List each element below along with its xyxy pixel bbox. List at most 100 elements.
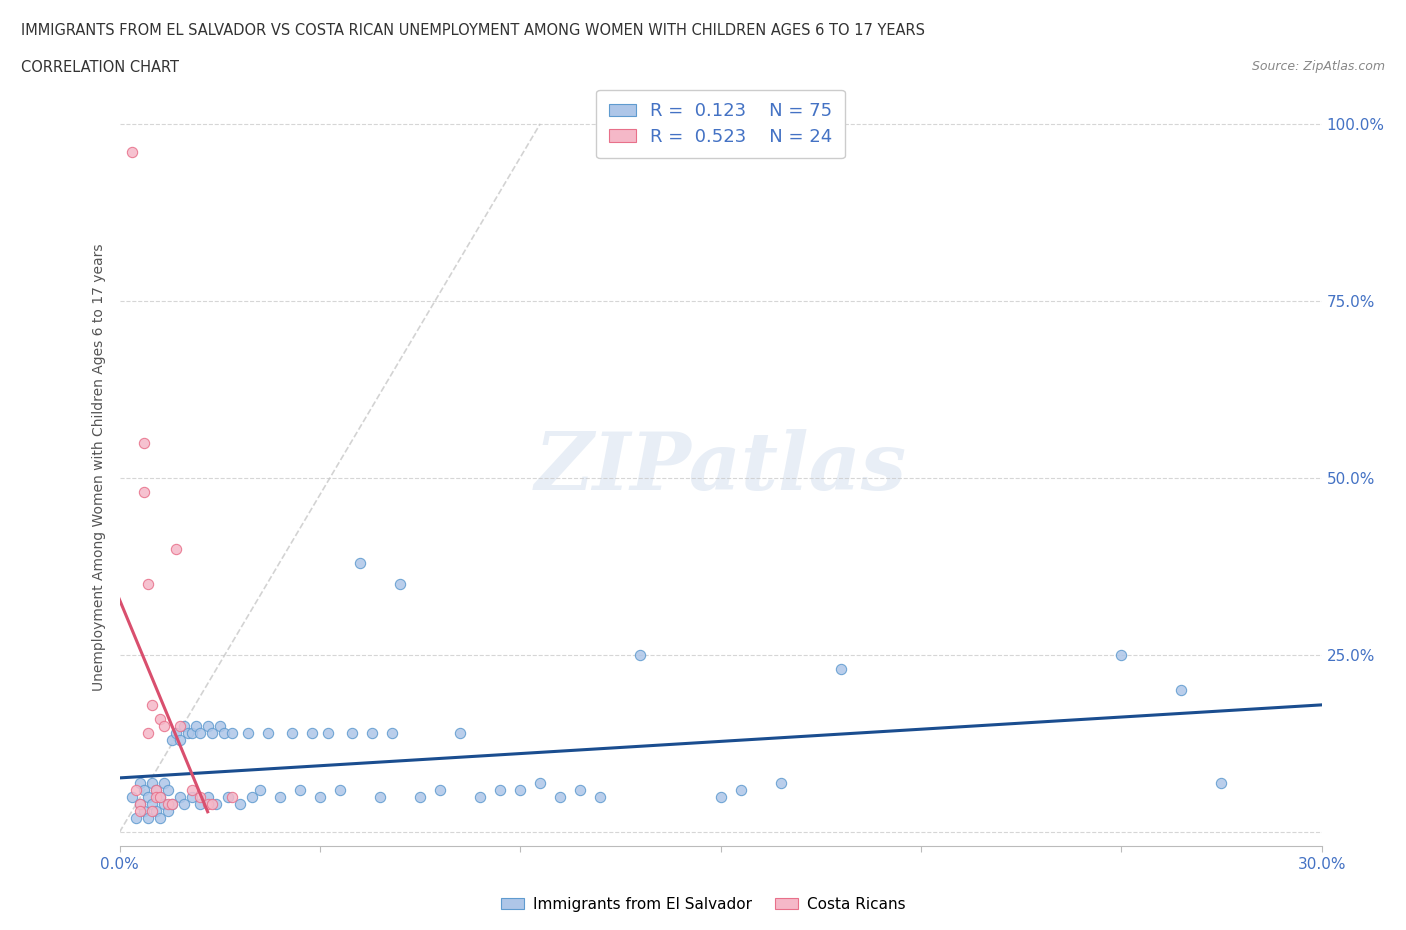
Text: ZIPatlas: ZIPatlas bbox=[534, 429, 907, 506]
Legend: R =  0.123    N = 75, R =  0.523    N = 24: R = 0.123 N = 75, R = 0.523 N = 24 bbox=[596, 90, 845, 158]
Point bbox=[128, 796, 150, 811]
Point bbox=[188, 796, 211, 811]
Point bbox=[149, 811, 172, 826]
Point bbox=[169, 790, 191, 804]
Y-axis label: Unemployment Among Women with Children Ages 6 to 17 years: Unemployment Among Women with Children A… bbox=[93, 244, 107, 691]
Point bbox=[132, 435, 155, 450]
Point bbox=[132, 782, 155, 797]
Point bbox=[184, 719, 207, 734]
Point bbox=[368, 790, 391, 804]
Point bbox=[1211, 775, 1233, 790]
Point bbox=[121, 790, 143, 804]
Point bbox=[149, 790, 172, 804]
Point bbox=[197, 790, 219, 804]
Point bbox=[281, 725, 304, 740]
Point bbox=[201, 725, 224, 740]
Point bbox=[149, 711, 172, 726]
Point bbox=[188, 725, 211, 740]
Point bbox=[180, 725, 202, 740]
Point bbox=[249, 782, 271, 797]
Point bbox=[589, 790, 612, 804]
Point bbox=[165, 541, 187, 556]
Point bbox=[1170, 683, 1192, 698]
Legend: Immigrants from El Salvador, Costa Ricans: Immigrants from El Salvador, Costa Rican… bbox=[495, 891, 911, 918]
Point bbox=[145, 782, 167, 797]
Point bbox=[145, 804, 167, 818]
Point bbox=[141, 804, 163, 818]
Point bbox=[316, 725, 339, 740]
Point bbox=[509, 782, 531, 797]
Point bbox=[169, 733, 191, 748]
Point bbox=[124, 782, 146, 797]
Point bbox=[529, 775, 551, 790]
Point bbox=[269, 790, 291, 804]
Point bbox=[152, 796, 174, 811]
Point bbox=[136, 811, 159, 826]
Point bbox=[156, 796, 179, 811]
Point bbox=[468, 790, 492, 804]
Point bbox=[217, 790, 239, 804]
Point bbox=[132, 804, 155, 818]
Point bbox=[769, 775, 792, 790]
Point bbox=[152, 775, 174, 790]
Point bbox=[361, 725, 384, 740]
Point bbox=[121, 145, 143, 160]
Point bbox=[141, 775, 163, 790]
Point bbox=[349, 555, 371, 570]
Point bbox=[221, 790, 243, 804]
Text: CORRELATION CHART: CORRELATION CHART bbox=[21, 60, 179, 75]
Point bbox=[132, 485, 155, 499]
Point bbox=[201, 796, 224, 811]
Point bbox=[212, 725, 235, 740]
Point bbox=[409, 790, 432, 804]
Point bbox=[160, 796, 183, 811]
Point bbox=[180, 790, 202, 804]
Point bbox=[309, 790, 332, 804]
Point bbox=[173, 719, 195, 734]
Point bbox=[136, 725, 159, 740]
Point bbox=[169, 719, 191, 734]
Point bbox=[381, 725, 404, 740]
Point bbox=[489, 782, 512, 797]
Point bbox=[1111, 647, 1133, 662]
Point bbox=[449, 725, 471, 740]
Point bbox=[188, 790, 211, 804]
Point bbox=[236, 725, 259, 740]
Text: IMMIGRANTS FROM EL SALVADOR VS COSTA RICAN UNEMPLOYMENT AMONG WOMEN WITH CHILDRE: IMMIGRANTS FROM EL SALVADOR VS COSTA RIC… bbox=[21, 23, 925, 38]
Point bbox=[208, 719, 231, 734]
Point bbox=[288, 782, 311, 797]
Point bbox=[256, 725, 278, 740]
Point bbox=[550, 790, 572, 804]
Point bbox=[128, 775, 150, 790]
Point bbox=[340, 725, 363, 740]
Point bbox=[228, 796, 252, 811]
Point bbox=[141, 796, 163, 811]
Point bbox=[136, 790, 159, 804]
Point bbox=[160, 796, 183, 811]
Point bbox=[329, 782, 352, 797]
Point bbox=[180, 782, 202, 797]
Point bbox=[156, 782, 179, 797]
Point bbox=[128, 804, 150, 818]
Point bbox=[156, 804, 179, 818]
Text: Source: ZipAtlas.com: Source: ZipAtlas.com bbox=[1251, 60, 1385, 73]
Point bbox=[128, 796, 150, 811]
Point bbox=[630, 647, 652, 662]
Point bbox=[145, 790, 167, 804]
Point bbox=[145, 782, 167, 797]
Point bbox=[388, 577, 412, 591]
Point bbox=[160, 733, 183, 748]
Point bbox=[136, 577, 159, 591]
Point bbox=[709, 790, 731, 804]
Point bbox=[176, 725, 198, 740]
Point bbox=[204, 796, 226, 811]
Point bbox=[197, 719, 219, 734]
Point bbox=[124, 811, 146, 826]
Point bbox=[141, 698, 163, 712]
Point bbox=[152, 719, 174, 734]
Point bbox=[221, 725, 243, 740]
Point bbox=[149, 790, 172, 804]
Point bbox=[240, 790, 263, 804]
Point bbox=[197, 796, 219, 811]
Point bbox=[730, 782, 752, 797]
